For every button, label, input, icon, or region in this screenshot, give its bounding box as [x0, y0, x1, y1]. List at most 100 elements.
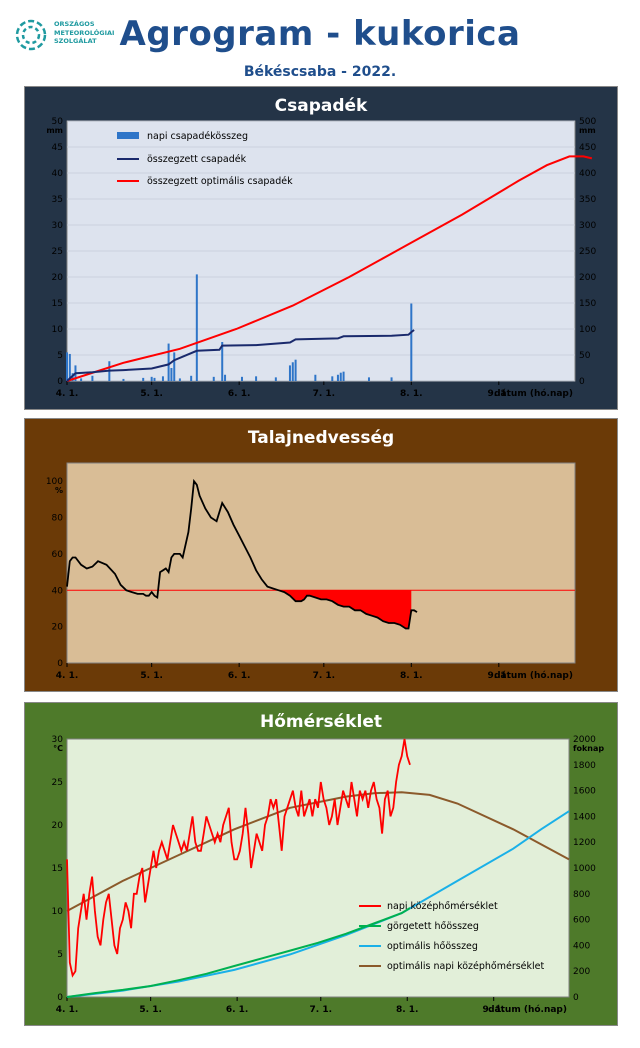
- logo-line-2: METEOROLÓGIAI: [54, 28, 115, 37]
- daily-precip-bar: [221, 342, 224, 381]
- logo-line-3: SZOLGÁLAT: [54, 37, 97, 45]
- legend-label: napi középhőmérséklet: [387, 901, 498, 912]
- x-tick-label: 4. 1.: [56, 1005, 79, 1015]
- x-tick-label: 5. 1.: [139, 1005, 162, 1015]
- x-axis-note: dátum (hó.nap): [488, 1004, 567, 1015]
- y-right-tick-label: 200: [573, 967, 590, 977]
- y-right-tick-label: 50: [579, 351, 591, 361]
- daily-precip-bar: [80, 378, 83, 381]
- y-left-tick-label: 40: [52, 586, 64, 596]
- temperature-panel: Hőmérséklet 4. 1. 5. 1. 6. 1. 7. 1. 8. 1. 9. 1…: [24, 702, 618, 1026]
- x-tick-label: 9. 1.: [482, 1005, 505, 1015]
- y-left-tick-label: 30: [52, 221, 64, 231]
- precipitation-chart: Csapadék 4. 1. 5. 1. 6. 1. 7. 1. 8. 1. 9. 1.dá…: [25, 87, 617, 409]
- y-right-tick-label: 1600: [573, 787, 596, 797]
- daily-precip-bar: [68, 353, 71, 381]
- x-tick-label: 7. 1.: [310, 1005, 333, 1015]
- x-tick-label: 8. 1.: [400, 389, 423, 399]
- y-right-tick-label: 350: [579, 195, 596, 205]
- x-axis-note: dátum (hó.nap): [494, 388, 573, 399]
- daily-mean-temp-line: [66, 738, 411, 978]
- y-left-tick-label: 20: [52, 623, 64, 633]
- daily-precip-bar: [390, 377, 393, 381]
- daily-precip-bar: [294, 359, 297, 381]
- y-left-tick-label: 25: [52, 247, 63, 257]
- y-right-tick-label: 250: [579, 247, 596, 257]
- y-left-tick-label: 25: [52, 778, 63, 788]
- page-subtitle: Békéscsaba - 2022.: [243, 64, 397, 80]
- y-left-tick-label: 40: [52, 169, 64, 179]
- chart-title: Talajnedvesség: [248, 428, 394, 448]
- daily-precip-bar: [336, 374, 339, 381]
- daily-precip-bar: [173, 352, 176, 381]
- soil-moisture-line: [66, 478, 418, 630]
- daily-precip-bar: [367, 377, 370, 381]
- x-tick-label: 9. 1.: [488, 671, 511, 681]
- y-right-tick-label: 0: [573, 993, 579, 1003]
- daily-precip-bar: [66, 352, 68, 381]
- plot-area: [66, 462, 576, 664]
- daily-precip-bar: [240, 376, 243, 381]
- page-title: Agrogram - kukorica: [119, 14, 521, 54]
- legend-label: görgetett hőösszeg: [387, 921, 479, 932]
- x-tick-label: 6. 1.: [226, 1005, 249, 1015]
- daily-precip-bar: [342, 371, 345, 381]
- y-left-tick-label: 0: [57, 993, 63, 1003]
- y-left-tick-label: 20: [52, 821, 64, 831]
- daily-precip-bar: [170, 368, 173, 381]
- daily-precip-bar: [142, 377, 145, 381]
- y-left-tick-label: 80: [52, 514, 64, 524]
- y-left-tick-label: 15: [52, 299, 63, 309]
- y-left-tick-label: 35: [52, 195, 63, 205]
- daily-precip-bar: [122, 378, 125, 381]
- daily-precip-bar: [178, 378, 181, 381]
- y-left-tick-label: 30: [52, 735, 64, 745]
- legend-label: napi csapadékösszeg: [147, 131, 248, 142]
- y-right-tick-label: 150: [579, 299, 596, 309]
- legend-label: összegzett csapadék: [147, 154, 247, 165]
- logo-mark-icon: [15, 19, 47, 51]
- chart-title: Csapadék: [275, 96, 368, 116]
- temperature-chart: Hőmérséklet 4. 1. 5. 1. 6. 1. 7. 1. 8. 1. 9. 1…: [25, 703, 617, 1025]
- daily-precip-bar: [331, 376, 334, 381]
- y-left-tick-label: 20: [52, 273, 64, 283]
- deficit-area: [273, 590, 412, 629]
- x-tick-label: 8. 1.: [400, 671, 423, 681]
- y-right-unit: foknap: [573, 744, 604, 753]
- daily-precip-bar: [195, 274, 198, 381]
- y-left-unit: mm: [46, 126, 63, 135]
- daily-precip-bar: [224, 374, 227, 381]
- y-right-tick-label: 1400: [573, 812, 596, 822]
- y-left-tick-label: 5: [57, 950, 63, 960]
- chart-title: Hőmérséklet: [260, 712, 382, 732]
- daily-precip-bar: [288, 365, 291, 381]
- x-tick-label: 4. 1.: [56, 671, 79, 681]
- omsz-logo: ORSZÁGOS METEOROLÓGIAI SZOLGÁLAT: [14, 18, 124, 52]
- y-left-tick-label: 10: [52, 907, 64, 917]
- optimal-cumulative-line: [66, 155, 593, 382]
- x-tick-label: 8. 1.: [396, 1005, 419, 1015]
- x-tick-label: 5. 1.: [140, 389, 163, 399]
- daily-precip-bar: [150, 376, 153, 381]
- soil-moisture-panel: Talajnedvesség 4. 1. 5. 1. 6. 1. 7. 1. 8. 1. 9…: [24, 418, 618, 692]
- y-left-tick-label: 0: [57, 659, 63, 669]
- y-right-tick-label: 800: [573, 890, 590, 900]
- daily-precip-bar: [314, 374, 317, 381]
- daily-precip-bar: [161, 376, 164, 381]
- y-right-tick-label: 300: [579, 221, 596, 231]
- x-tick-label: 7. 1.: [313, 671, 336, 681]
- y-left-tick-label: 5: [57, 351, 63, 361]
- daily-precip-bar: [274, 377, 277, 381]
- y-right-tick-label: 1000: [573, 864, 596, 874]
- y-left-tick-label: 100: [46, 477, 63, 487]
- daily-precip-bar: [255, 376, 258, 381]
- logo-line-1: ORSZÁGOS: [54, 20, 95, 28]
- y-right-tick-label: 100: [579, 325, 596, 335]
- y-left-tick-label: 15: [52, 864, 63, 874]
- x-tick-label: 6. 1.: [228, 671, 251, 681]
- y-right-tick-label: 1200: [573, 838, 596, 848]
- daily-precip-bar: [167, 343, 170, 381]
- y-right-tick-label: 600: [573, 916, 590, 926]
- precipitation-panel: Csapadék 4. 1. 5. 1. 6. 1. 7. 1. 8. 1. 9. 1. dá…: [24, 86, 618, 410]
- y-right-unit: mm: [579, 126, 596, 135]
